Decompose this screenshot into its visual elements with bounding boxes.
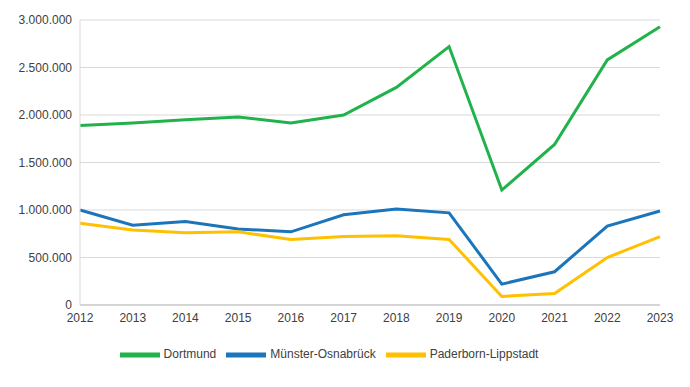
svg-text:500.000: 500.000 — [29, 251, 73, 265]
svg-text:2.500.000: 2.500.000 — [19, 61, 73, 75]
svg-text:2022: 2022 — [594, 311, 621, 325]
svg-text:0: 0 — [65, 298, 72, 312]
svg-text:3.000.000: 3.000.000 — [19, 13, 73, 27]
svg-text:1.000.000: 1.000.000 — [19, 203, 73, 217]
svg-text:2020: 2020 — [488, 311, 515, 325]
html-text:Paderborn-Lippstadt: Paderborn-Lippstadt — [429, 347, 539, 362]
svg-text:2021: 2021 — [541, 311, 568, 325]
svg-text:2016: 2016 — [278, 311, 305, 325]
svg-text:2023: 2023 — [647, 311, 674, 325]
svg-text:2017: 2017 — [330, 311, 357, 325]
svg-text:2.000.000: 2.000.000 — [19, 108, 73, 122]
svg-text:2013: 2013 — [119, 311, 146, 325]
html-text:Dortmund: Dortmund — [163, 347, 217, 362]
svg-text:2019: 2019 — [436, 311, 463, 325]
svg-text:1.500.000: 1.500.000 — [19, 156, 73, 170]
html-text:Münster-Osnabrück: Münster-Osnabrück — [270, 347, 376, 362]
svg-text:2018: 2018 — [383, 311, 410, 325]
svg-text:2015: 2015 — [225, 311, 252, 325]
svg-text:2014: 2014 — [172, 311, 199, 325]
svg-text:2012: 2012 — [67, 311, 94, 325]
